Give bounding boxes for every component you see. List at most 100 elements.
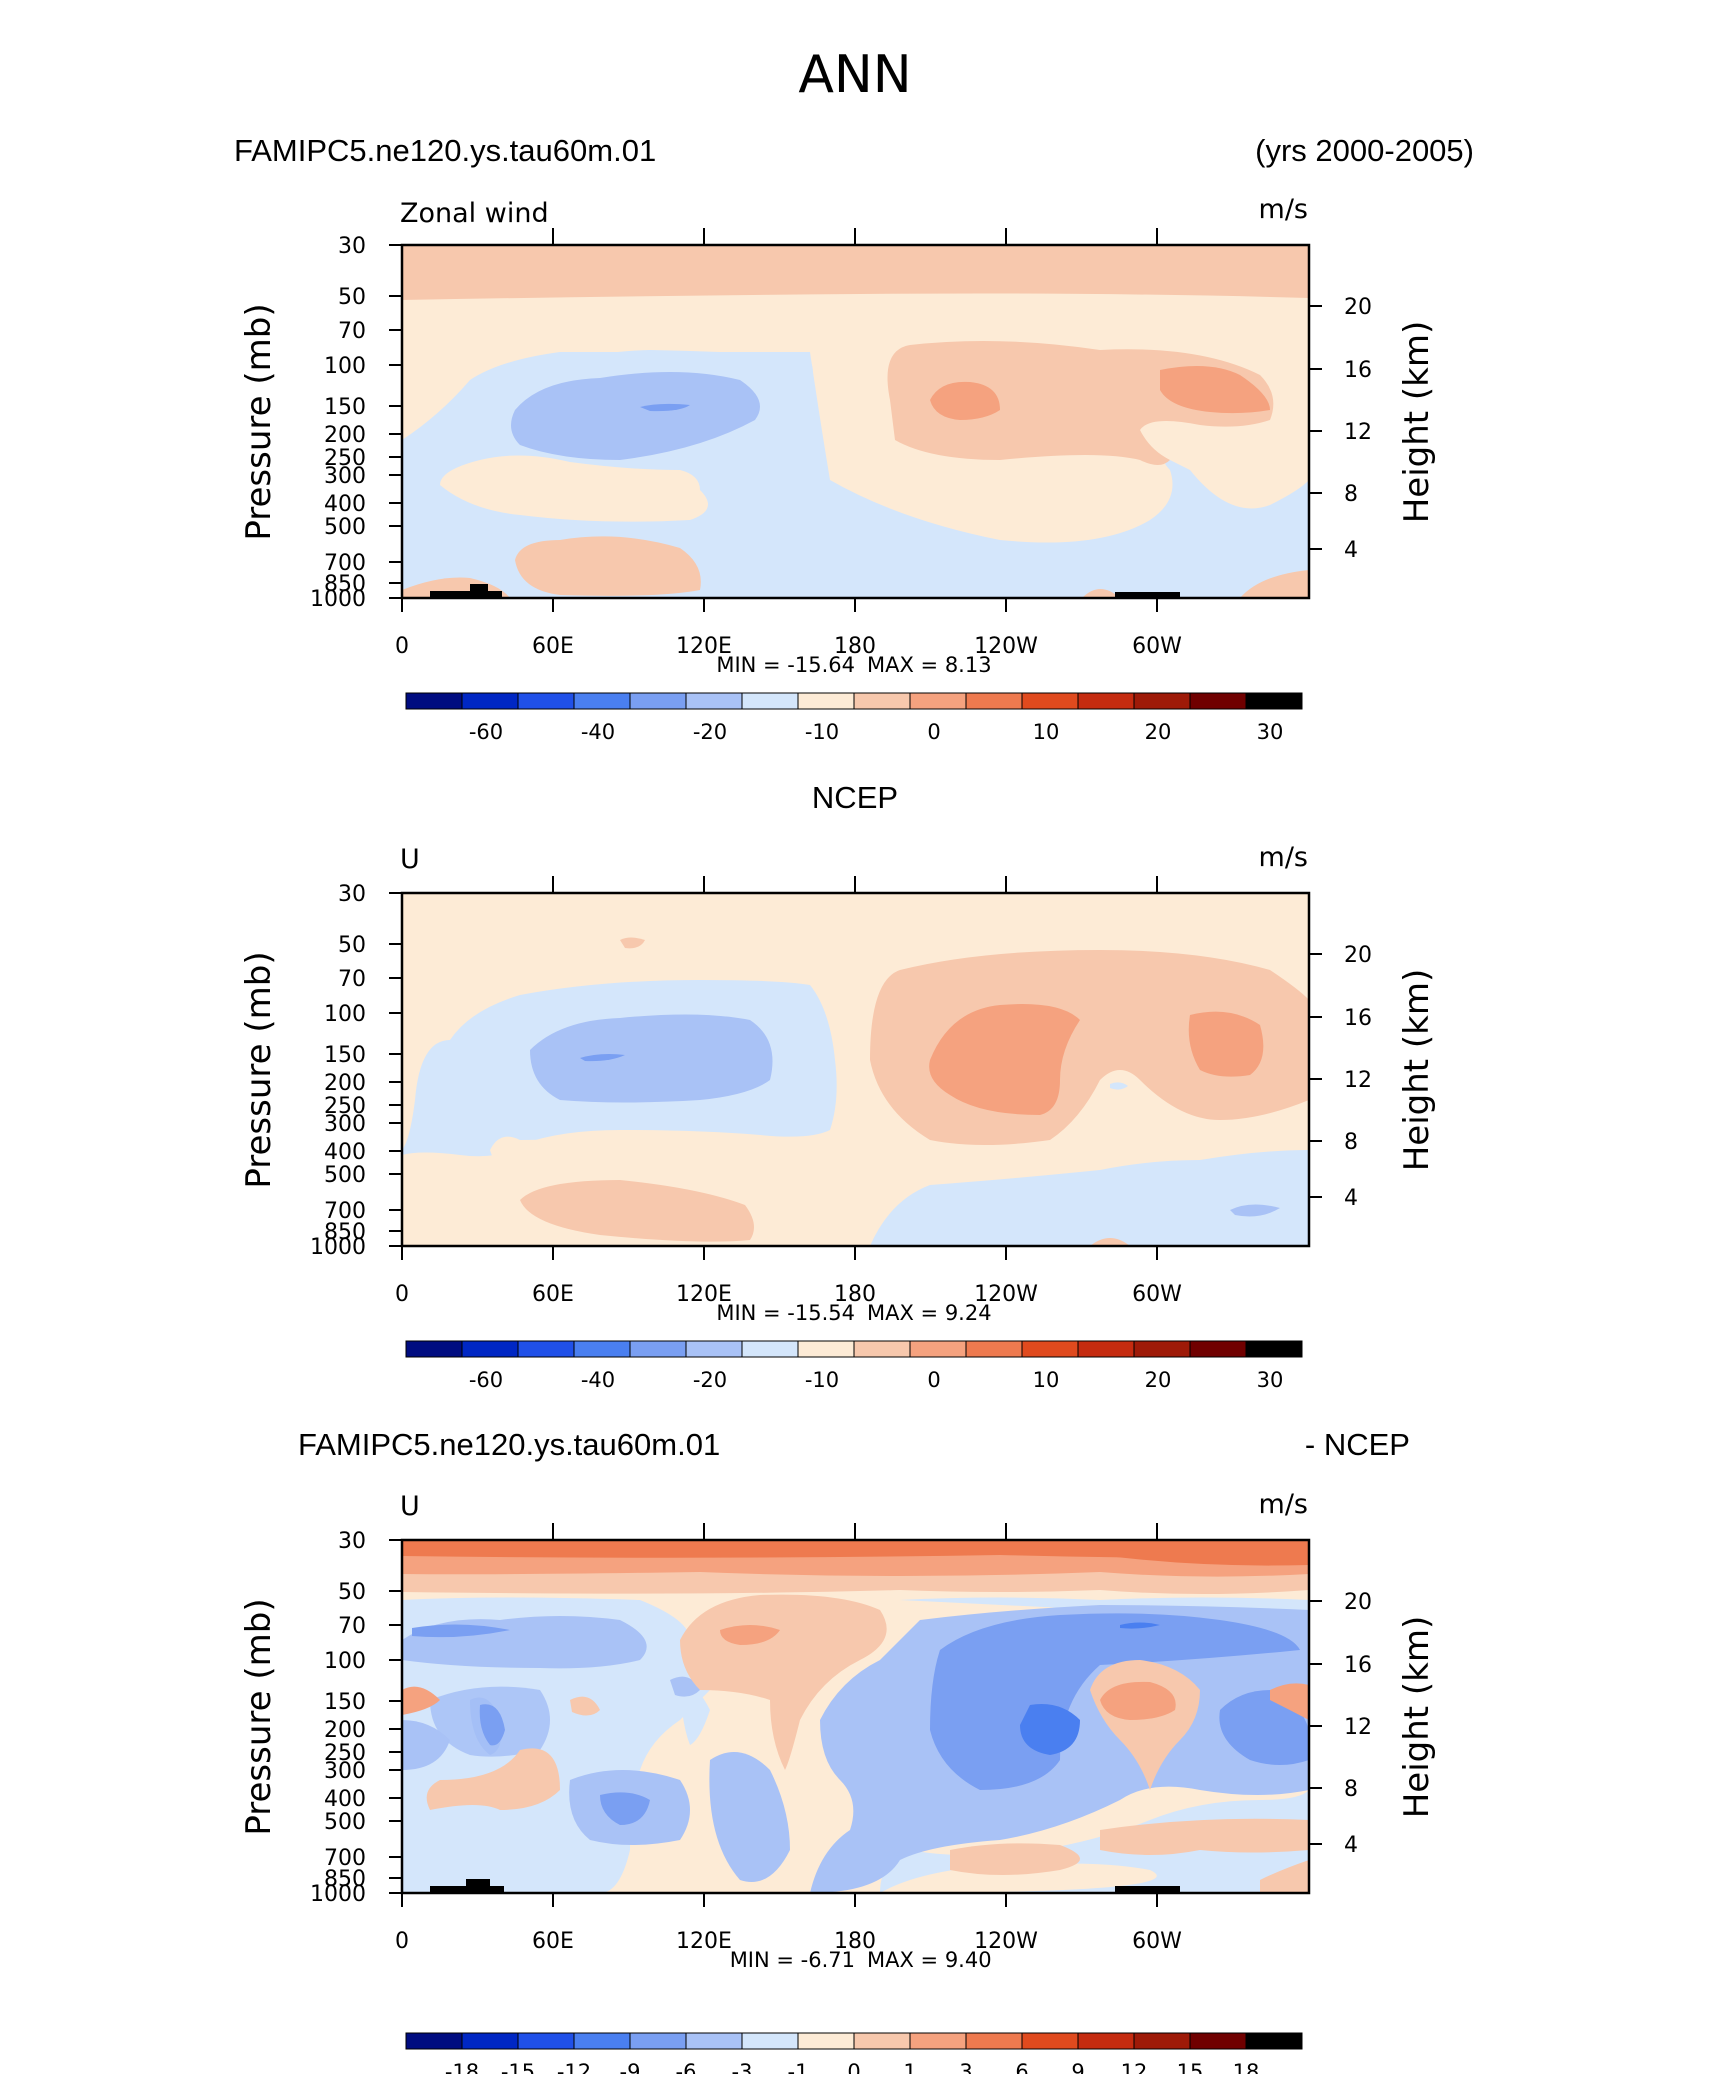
- height-tick: 12: [1344, 420, 1372, 445]
- pressure-tick: 250: [324, 1741, 366, 1766]
- colorbar-label: 0: [847, 2060, 860, 2074]
- pressure-tick: 70: [338, 967, 366, 992]
- colorbar-swatch: [685, 2032, 743, 2050]
- colorbar-label: -3: [732, 2060, 753, 2074]
- colorbar-label: -20: [693, 720, 727, 744]
- lon-tick: 120W: [974, 1929, 1038, 1954]
- colorbar-label: 10: [1033, 1368, 1060, 1392]
- colorbar-swatch: [1189, 692, 1247, 710]
- colorbar-swatch: [1021, 1340, 1079, 1358]
- colorbar-swatch: [1077, 1340, 1135, 1358]
- y-axis-label: Pressure (mb): [239, 951, 279, 1188]
- field-label: Zonal wind: [400, 198, 549, 229]
- lon-tick: 0: [395, 634, 409, 659]
- colorbar-label: 12: [1121, 2060, 1148, 2074]
- colorbar-swatch: [1245, 2032, 1303, 2050]
- y-axis-right-label: Height (km): [1397, 1616, 1437, 1819]
- colorbar-swatch: [685, 1340, 743, 1358]
- colorbar-swatch: [797, 2032, 855, 2050]
- field-label: U: [400, 844, 420, 875]
- pressure-tick: 700: [324, 1199, 366, 1224]
- colorbar-swatch: [629, 2032, 687, 2050]
- pressure-tick: 500: [324, 515, 366, 540]
- panel-right-title: (yrs 2000-2005): [1255, 133, 1474, 168]
- panel-right-title: - NCEP: [1305, 1427, 1410, 1462]
- colorbar-swatch: [517, 2032, 575, 2050]
- panel-left-title: FAMIPC5.ne120.ys.tau60m.01: [234, 133, 656, 168]
- height-tick: 16: [1344, 358, 1372, 383]
- pressure-tick: 30: [338, 882, 366, 907]
- colorbar-swatch: [909, 692, 967, 710]
- colorbar-label: -6: [676, 2060, 697, 2074]
- max-label: MAX = 9.40: [867, 1948, 992, 1972]
- colorbar-swatch: [1021, 692, 1079, 710]
- lon-tick: 60E: [532, 1929, 574, 1954]
- pressure-tick: 50: [338, 285, 366, 310]
- colorbar-label: -60: [469, 1368, 503, 1392]
- pressure-tick: 200: [324, 1718, 366, 1743]
- field-label: U: [400, 1491, 420, 1522]
- pressure-tick: 300: [324, 464, 366, 489]
- colorbar-swatch: [629, 1340, 687, 1358]
- lon-tick: 120E: [676, 1929, 732, 1954]
- pressure-tick: 1000: [310, 1882, 366, 1907]
- panel-left-title: FAMIPC5.ne120.ys.tau60m.01: [298, 1427, 720, 1462]
- pressure-tick: 400: [324, 1787, 366, 1812]
- colorbar-label: 18: [1233, 2060, 1260, 2074]
- pressure-tick: 200: [324, 423, 366, 448]
- lon-tick: 180: [834, 1929, 876, 1954]
- pressure-tick: 150: [324, 1043, 366, 1068]
- colorbar-label: 9: [1071, 2060, 1084, 2074]
- max-label: MAX = 9.24: [867, 1301, 992, 1325]
- pressure-tick: 400: [324, 492, 366, 517]
- colorbar-swatch: [797, 1340, 855, 1358]
- lon-tick: 0: [395, 1929, 409, 1954]
- colorbar-swatch: [405, 692, 463, 710]
- colorbar-label: -12: [557, 2060, 591, 2074]
- colorbar-label: 0: [927, 1368, 940, 1392]
- colorbar-swatch: [461, 2032, 519, 2050]
- colorbar-label: -20: [693, 1368, 727, 1392]
- colorbar-swatch: [573, 2032, 631, 2050]
- colorbar-label: -10: [805, 720, 839, 744]
- pressure-tick: 700: [324, 551, 366, 576]
- pressure-tick: 70: [338, 1614, 366, 1639]
- panel-model: FAMIPC5.ne120.ys.tau60m.01 (yrs 2000-200…: [234, 133, 1474, 744]
- colorbar-swatch: [629, 692, 687, 710]
- height-tick: 8: [1344, 1130, 1358, 1155]
- figure-title: ANN: [798, 45, 911, 105]
- panel-obs: NCEP U m/s: [239, 780, 1437, 1392]
- height-tick: 16: [1344, 1653, 1372, 1678]
- colorbar-swatch: [461, 1340, 519, 1358]
- pressure-tick: 1000: [310, 587, 366, 612]
- colorbar-swatch: [909, 1340, 967, 1358]
- colorbar-label: -60: [469, 720, 503, 744]
- colorbar-swatch: [797, 692, 855, 710]
- pressure-tick: 850: [324, 1220, 366, 1245]
- height-tick: 4: [1344, 1186, 1358, 1211]
- colorbar-label: 0: [927, 720, 940, 744]
- max-label: MAX = 8.13: [867, 653, 992, 677]
- pressure-tick: 500: [324, 1163, 366, 1188]
- colorbar-swatch: [853, 692, 911, 710]
- lon-tick: 60W: [1132, 1282, 1182, 1307]
- colorbar-label: 10: [1033, 720, 1060, 744]
- lon-tick: 120E: [676, 634, 732, 659]
- pressure-tick: 250: [324, 1094, 366, 1119]
- colorbar-label: -40: [581, 1368, 615, 1392]
- lon-tick: 0: [395, 1282, 409, 1307]
- contour-fill: [402, 245, 1309, 598]
- height-tick: 16: [1344, 1006, 1372, 1031]
- contour-fill: [402, 1540, 1309, 1893]
- colorbar-label: -9: [620, 2060, 641, 2074]
- min-label: MIN = -15.64: [716, 653, 855, 677]
- colorbar-swatch: [573, 692, 631, 710]
- units-label: m/s: [1259, 194, 1308, 225]
- colorbar-swatch: [1245, 1340, 1303, 1358]
- units-label: m/s: [1259, 1489, 1308, 1520]
- colorbar-swatch: [1133, 2032, 1191, 2050]
- colorbar-swatch: [685, 692, 743, 710]
- contour-fill: [402, 893, 1309, 1246]
- height-tick: 12: [1344, 1068, 1372, 1093]
- pressure-tick: 50: [338, 933, 366, 958]
